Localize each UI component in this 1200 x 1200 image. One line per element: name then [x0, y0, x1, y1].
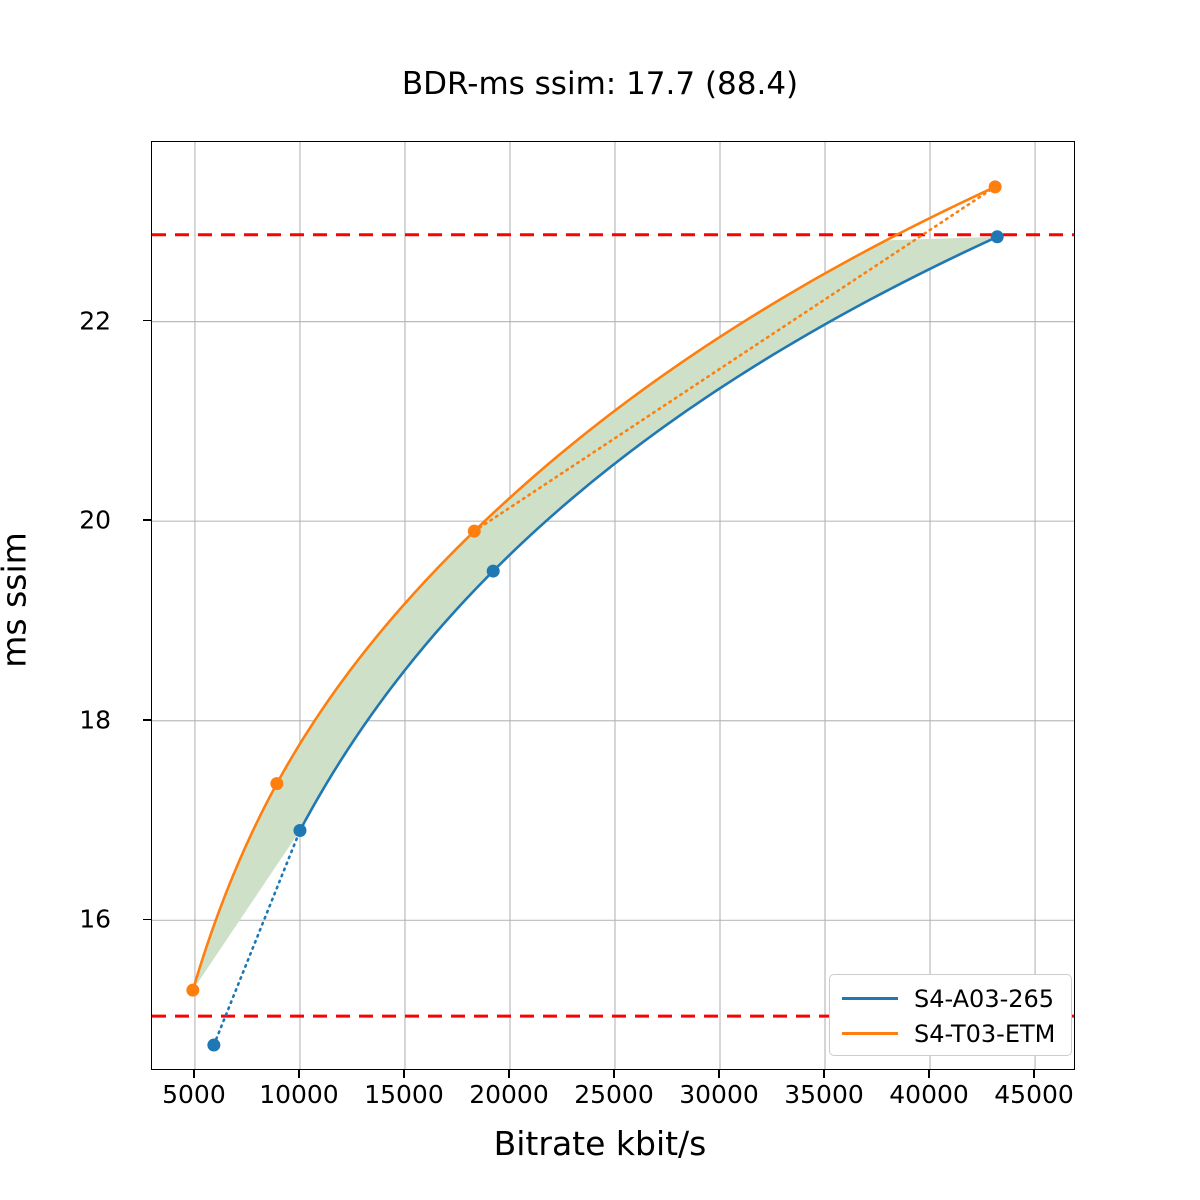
x-tick-mark: [613, 1070, 615, 1078]
x-tick-mark: [928, 1070, 930, 1078]
x-tick-label: 15000: [364, 1080, 444, 1109]
series-lines: [191, 185, 999, 1047]
y-axis-label: ms ssim: [0, 532, 34, 668]
y-tick-label: 20: [79, 505, 111, 535]
y-tick-label: 22: [79, 306, 111, 336]
x-axis-label: Bitrate kbit/s: [493, 1124, 707, 1163]
x-tick-mark: [193, 1070, 195, 1078]
x-tick-mark: [823, 1070, 825, 1078]
x-tick-mark: [1033, 1070, 1035, 1078]
y-tick-mark: [143, 918, 151, 921]
x-tick-label: 40000: [889, 1080, 969, 1109]
x-tick-label: 5000: [162, 1080, 226, 1109]
y-tick-mark: [143, 319, 151, 322]
gridlines: [152, 142, 1074, 1069]
plot-area: [151, 141, 1075, 1070]
x-tick-label: 45000: [994, 1080, 1074, 1109]
legend-label: S4-T03-ETM: [914, 1019, 1056, 1048]
legend-line-swatch: [842, 1032, 898, 1035]
x-tick-label: 10000: [259, 1080, 339, 1109]
chart-title: BDR-ms ssim: 17.7 (88.4): [401, 66, 799, 102]
x-tick-mark: [718, 1070, 720, 1078]
legend-label: S4-A03-265: [914, 984, 1055, 1013]
x-tick-mark: [508, 1070, 510, 1078]
plot-canvas: [152, 142, 1074, 1069]
y-tick-label: 18: [79, 705, 111, 735]
x-tick-mark: [298, 1070, 300, 1078]
legend-item-s4-t03-etm[interactable]: S4-T03-ETM: [830, 1016, 1073, 1051]
bd-rate-fill-region: [192, 236, 998, 991]
legend-line-swatch: [842, 997, 898, 1000]
legend[interactable]: S4-A03-265 S4-T03-ETM: [829, 974, 1072, 1056]
y-tick-label: 16: [79, 904, 111, 934]
x-tick-label: 35000: [784, 1080, 864, 1109]
x-tick-label: 20000: [469, 1080, 549, 1109]
x-tick-label: 25000: [574, 1080, 654, 1109]
threshold-lines: [152, 233, 1074, 1018]
y-tick-mark: [143, 718, 151, 721]
legend-item-s4-a03-265[interactable]: S4-A03-265: [830, 981, 1073, 1016]
x-tick-mark: [403, 1070, 405, 1078]
x-tick-label: 30000: [679, 1080, 759, 1109]
y-tick-mark: [143, 519, 151, 521]
series-markers: [186, 180, 1004, 1052]
